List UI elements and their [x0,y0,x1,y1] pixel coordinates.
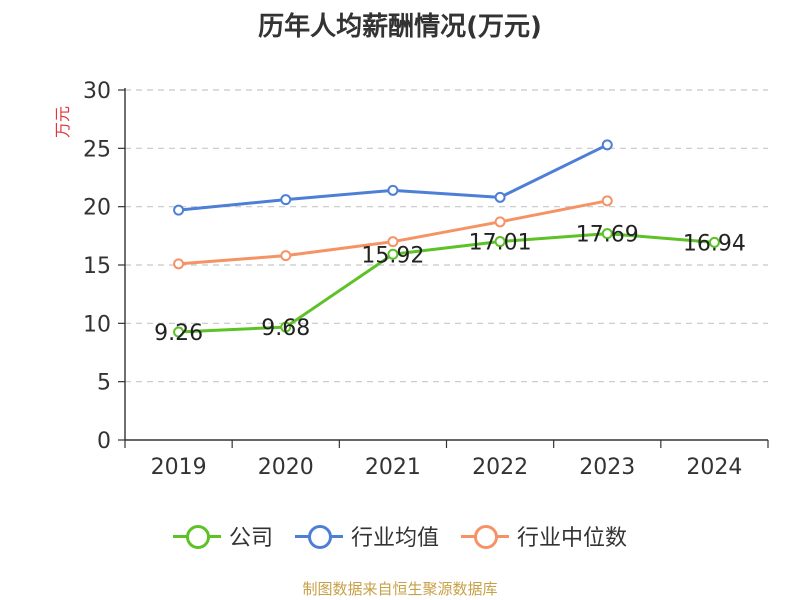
legend-item[interactable]: 行业均值 [294,520,439,552]
chart-title: 历年人均薪酬情况(万元) [258,12,542,42]
data-label: 15.92 [361,243,424,268]
y-axis-label: 万元 [53,106,72,138]
y-tick-label: 10 [83,312,111,337]
legend-swatch [461,524,509,549]
legend-swatch [294,524,343,549]
y-tick-label: 0 [97,429,111,454]
legend: 公司 行业均值 行业中位数 [0,520,800,552]
data-point [601,195,613,207]
data-label: 17.69 [576,223,639,248]
data-point [494,191,506,203]
data-label: 17.01 [469,231,532,256]
data-point [280,321,292,333]
data-label: 9.68 [261,316,310,341]
y-tick-label: 25 [83,137,111,162]
data-point [494,216,506,228]
data-point [601,228,613,240]
legend-label: 公司 [228,526,273,551]
data-point [494,236,506,248]
data-point [387,248,399,260]
data-point [173,326,185,338]
data-point [280,250,292,262]
legend-label: 行业中位数 [517,526,628,551]
legend-item[interactable]: 行业中位数 [461,520,627,552]
data-point [387,236,399,248]
legend-item[interactable]: 公司 [172,520,273,552]
y-tick-label: 5 [97,371,111,396]
x-tick-label: 2023 [579,455,635,480]
data-label: 16.94 [683,231,746,256]
data-point [708,236,720,248]
x-tick-label: 2019 [151,455,207,480]
y-tick-label: 30 [83,79,111,104]
data-point [173,258,185,270]
x-tick-label: 2022 [472,455,528,480]
data-point [387,184,399,196]
series-line [178,232,715,334]
data-point [280,194,292,206]
data-point [601,139,613,151]
legend-swatch [172,524,221,549]
x-tick-label: 2020 [258,455,314,480]
line-chart: 0 5 10 15 20 25 30 2019 2020 2021 2022 2023 2024 万元 9.… [53,79,769,480]
data-label: 9.26 [154,321,203,346]
legend-label: 行业均值 [350,526,439,551]
x-tick-label: 2024 [686,455,742,480]
source-note: 制图数据来自恒生聚源数据库 [302,580,498,598]
data-point [173,204,185,216]
x-tick-label: 2021 [365,455,421,480]
series-line [178,143,608,212]
y-tick-label: 15 [83,254,111,279]
y-tick-label: 20 [83,196,111,221]
